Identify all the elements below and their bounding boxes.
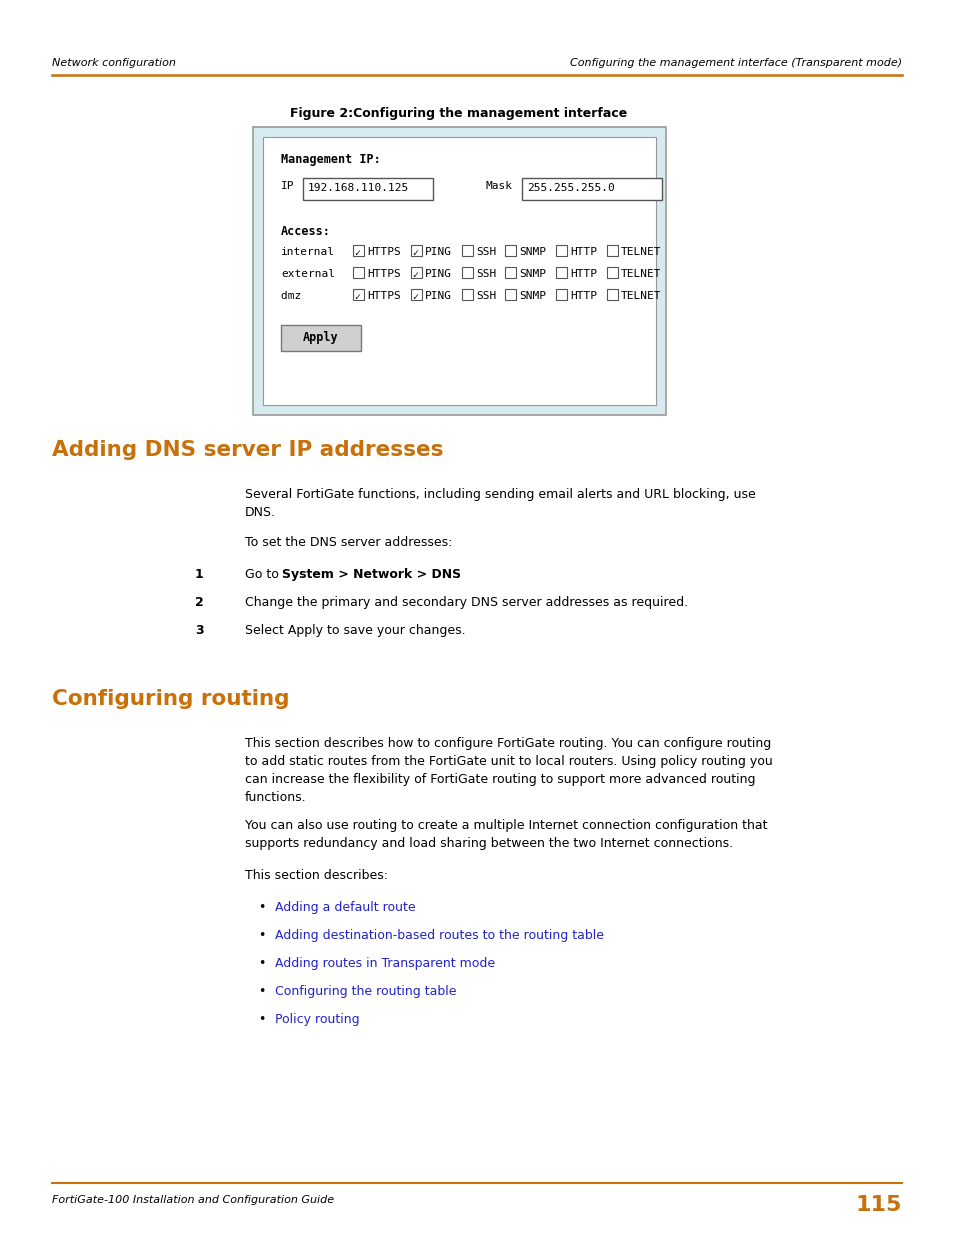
Text: Configuring routing: Configuring routing bbox=[52, 689, 289, 709]
Text: Mask: Mask bbox=[485, 182, 513, 191]
Text: System > Network > DNS: System > Network > DNS bbox=[282, 568, 460, 580]
Bar bbox=[606, 267, 618, 278]
Text: 1: 1 bbox=[194, 568, 204, 580]
Text: 2: 2 bbox=[194, 597, 204, 609]
Bar bbox=[411, 245, 421, 256]
Bar bbox=[556, 289, 567, 300]
Text: 255.255.255.0: 255.255.255.0 bbox=[526, 183, 614, 193]
Text: HTTP: HTTP bbox=[570, 291, 597, 301]
Text: Access:: Access: bbox=[281, 225, 331, 238]
Text: HTTPS: HTTPS bbox=[367, 269, 400, 279]
Text: PING: PING bbox=[424, 291, 452, 301]
Text: Configuring the management interface: Configuring the management interface bbox=[339, 107, 626, 120]
Text: internal: internal bbox=[281, 247, 335, 257]
Text: ✓: ✓ bbox=[354, 291, 359, 303]
Text: This section describes how to configure FortiGate routing. You can configure rou: This section describes how to configure … bbox=[245, 737, 772, 804]
Text: •: • bbox=[257, 957, 265, 969]
Text: Several FortiGate functions, including sending email alerts and URL blocking, us: Several FortiGate functions, including s… bbox=[245, 488, 755, 519]
Text: Policy routing: Policy routing bbox=[274, 1013, 359, 1026]
Text: Change the primary and secondary DNS server addresses as required.: Change the primary and secondary DNS ser… bbox=[245, 597, 687, 609]
Text: ✓: ✓ bbox=[412, 248, 417, 258]
Bar bbox=[556, 245, 567, 256]
Text: Network configuration: Network configuration bbox=[52, 58, 175, 68]
Text: Configuring the routing table: Configuring the routing table bbox=[274, 986, 456, 998]
Text: HTTP: HTTP bbox=[570, 269, 597, 279]
Text: Configuring the management interface (Transparent mode): Configuring the management interface (Tr… bbox=[569, 58, 901, 68]
Text: Select Apply to save your changes.: Select Apply to save your changes. bbox=[245, 624, 465, 637]
Text: This section describes:: This section describes: bbox=[245, 869, 388, 882]
Bar bbox=[263, 137, 656, 405]
Text: ✓: ✓ bbox=[412, 291, 417, 303]
Text: Adding DNS server IP addresses: Adding DNS server IP addresses bbox=[52, 440, 443, 459]
Text: SSH: SSH bbox=[476, 269, 496, 279]
Text: SSH: SSH bbox=[476, 247, 496, 257]
Text: Adding destination-based routes to the routing table: Adding destination-based routes to the r… bbox=[274, 929, 603, 942]
Bar bbox=[353, 245, 364, 256]
Text: HTTPS: HTTPS bbox=[367, 247, 400, 257]
Bar bbox=[303, 178, 433, 200]
Text: You can also use routing to create a multiple Internet connection configuration : You can also use routing to create a mul… bbox=[245, 819, 767, 850]
Text: 115: 115 bbox=[855, 1195, 901, 1215]
Text: To set the DNS server addresses:: To set the DNS server addresses: bbox=[245, 536, 452, 550]
Text: •: • bbox=[257, 929, 265, 942]
Bar bbox=[411, 267, 421, 278]
Text: .: . bbox=[456, 568, 459, 580]
Text: TELNET: TELNET bbox=[620, 291, 660, 301]
Text: SNMP: SNMP bbox=[518, 247, 546, 257]
Text: TELNET: TELNET bbox=[620, 247, 660, 257]
Text: HTTPS: HTTPS bbox=[367, 291, 400, 301]
Text: PING: PING bbox=[424, 269, 452, 279]
Text: SSH: SSH bbox=[476, 291, 496, 301]
Text: Figure 2:: Figure 2: bbox=[290, 107, 353, 120]
Text: •: • bbox=[257, 986, 265, 998]
Text: SNMP: SNMP bbox=[518, 269, 546, 279]
Bar bbox=[505, 245, 516, 256]
Bar bbox=[505, 289, 516, 300]
Text: Management IP:: Management IP: bbox=[281, 153, 380, 165]
Text: •: • bbox=[257, 1013, 265, 1026]
Text: dmz: dmz bbox=[281, 291, 335, 301]
Text: SNMP: SNMP bbox=[518, 291, 546, 301]
Bar bbox=[556, 267, 567, 278]
Bar bbox=[461, 289, 473, 300]
Text: IP: IP bbox=[281, 182, 294, 191]
Text: HTTP: HTTP bbox=[570, 247, 597, 257]
Text: Adding routes in Transparent mode: Adding routes in Transparent mode bbox=[274, 957, 495, 969]
Text: Go to: Go to bbox=[245, 568, 283, 580]
Bar bbox=[521, 178, 661, 200]
Text: Adding a default route: Adding a default route bbox=[274, 902, 416, 914]
Text: TELNET: TELNET bbox=[620, 269, 660, 279]
Bar bbox=[353, 289, 364, 300]
Bar bbox=[353, 267, 364, 278]
Text: FortiGate-100 Installation and Configuration Guide: FortiGate-100 Installation and Configura… bbox=[52, 1195, 334, 1205]
Bar bbox=[411, 289, 421, 300]
Text: external: external bbox=[281, 269, 335, 279]
Bar bbox=[281, 325, 360, 351]
Text: 3: 3 bbox=[194, 624, 203, 637]
Bar bbox=[253, 127, 665, 415]
Text: PING: PING bbox=[424, 247, 452, 257]
Bar bbox=[461, 245, 473, 256]
Text: 192.168.110.125: 192.168.110.125 bbox=[308, 183, 409, 193]
Text: •: • bbox=[257, 902, 265, 914]
Bar bbox=[461, 267, 473, 278]
Text: ✓: ✓ bbox=[354, 248, 359, 258]
Text: ✓: ✓ bbox=[412, 270, 417, 280]
Bar bbox=[505, 267, 516, 278]
Text: Apply: Apply bbox=[303, 331, 338, 345]
Bar bbox=[606, 245, 618, 256]
Bar bbox=[606, 289, 618, 300]
